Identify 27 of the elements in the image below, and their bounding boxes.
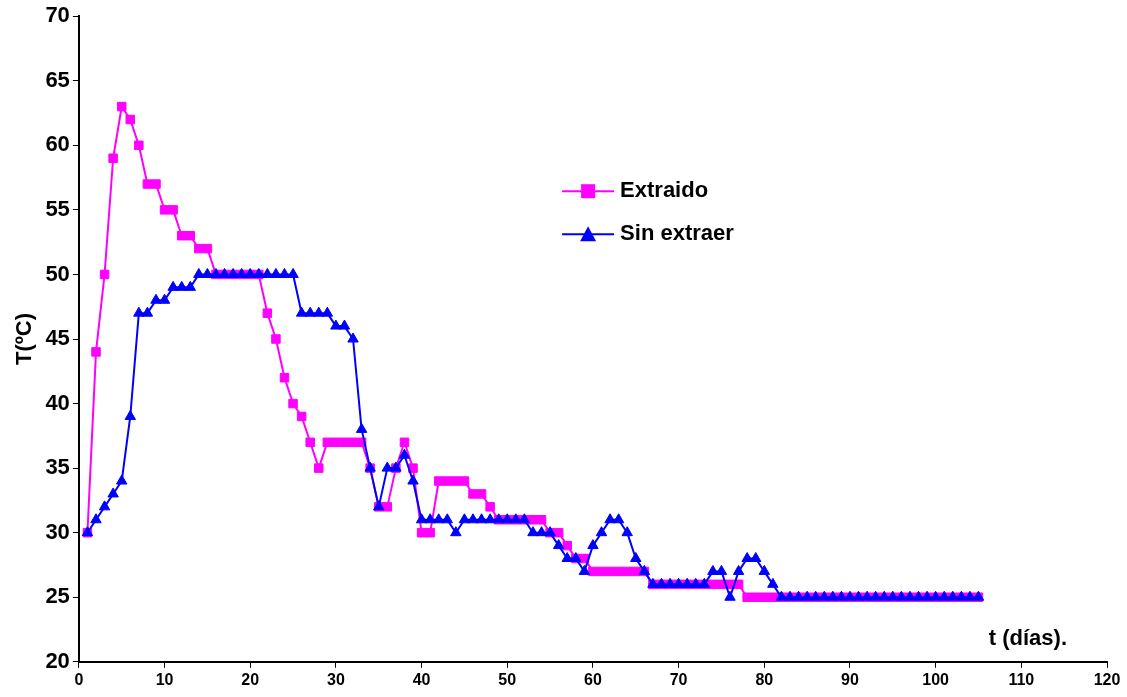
x-axis-title: t (días). [988, 624, 1067, 650]
legend-label: Sin extraer [620, 220, 735, 246]
y-axis-title: T(ºC) [11, 312, 37, 366]
x-tick-label: 60 [584, 670, 602, 688]
y-tick-label: 60 [45, 131, 70, 157]
x-tick-label: 70 [669, 670, 688, 688]
x-tick-label: 80 [755, 670, 774, 688]
y-tick-label: 65 [45, 66, 70, 92]
x-tick-label: 40 [412, 670, 431, 688]
y-tick-label: 25 [45, 583, 70, 609]
x-tick-label: 30 [327, 670, 345, 688]
y-tick-label: 45 [45, 325, 70, 351]
x-tick-label: 120 [1093, 670, 1121, 688]
x-tick-label: 20 [241, 670, 260, 688]
x-tick-label: 50 [498, 670, 517, 688]
x-tick-label: 90 [841, 670, 859, 688]
y-tick-label: 70 [45, 2, 70, 28]
y-tick-label: 50 [45, 260, 70, 286]
y-tick-label: 55 [45, 195, 70, 221]
y-tick-label: 40 [45, 389, 70, 415]
x-tick-label: 110 [1008, 670, 1035, 688]
x-tick-label: 0 [74, 670, 84, 688]
y-tick-label: 35 [45, 454, 70, 480]
y-tick-label: 30 [45, 518, 70, 544]
x-tick-label: 10 [155, 670, 174, 688]
x-tick-label: 100 [922, 670, 950, 688]
legend-label: Extraido [620, 177, 709, 203]
